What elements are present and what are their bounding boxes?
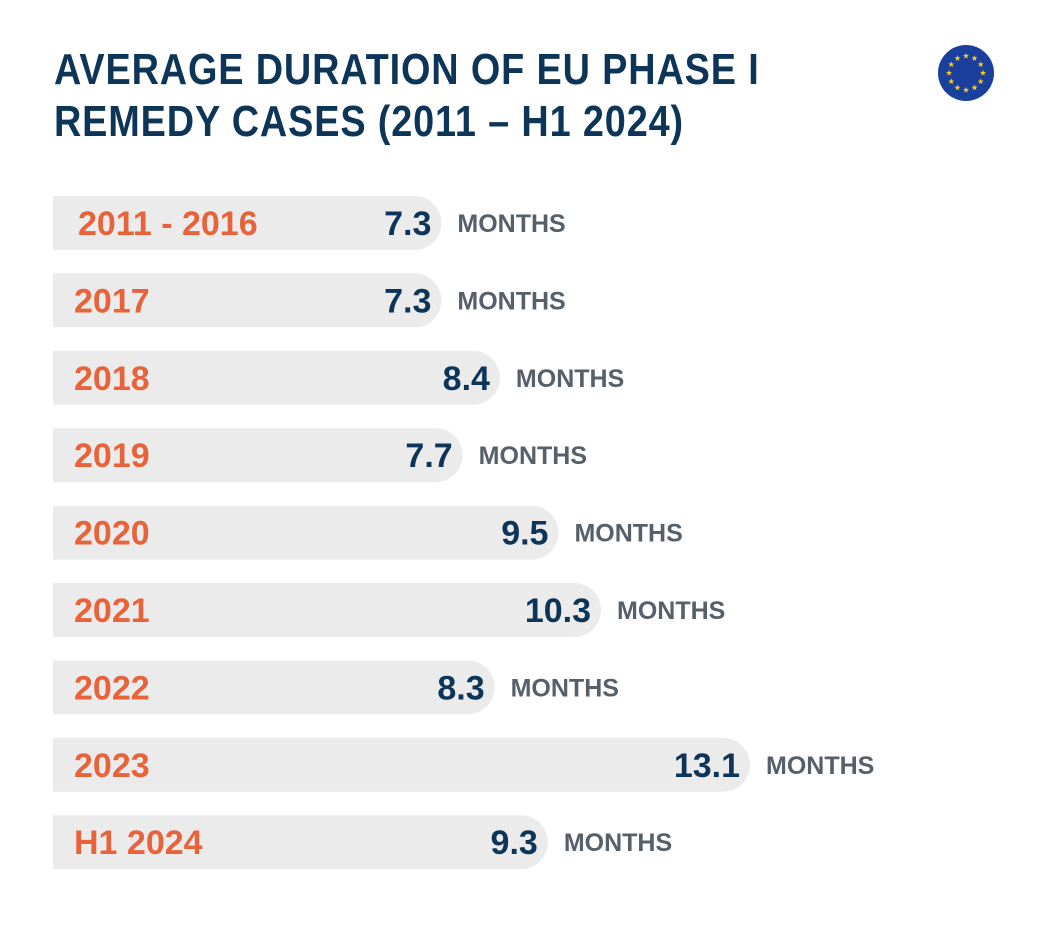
value-label: 7.7	[405, 437, 452, 475]
bar-row: H1 2024 9.3 MONTHS	[53, 815, 672, 870]
unit-label: MONTHS	[479, 442, 587, 470]
category-label: 2019	[74, 437, 150, 475]
unit-label: MONTHS	[766, 752, 874, 780]
bar	[53, 505, 559, 560]
bar-row: 2017 7.3 MONTHS	[53, 273, 566, 328]
unit-label: MONTHS	[511, 674, 619, 702]
bar	[53, 660, 495, 715]
chart-title-line-1: AVERAGE DURATION OF EU PHASE I	[54, 45, 760, 94]
category-label: 2020	[74, 515, 150, 553]
value-label: 10.3	[525, 592, 591, 630]
bar-row: 2020 9.5 MONTHS	[53, 505, 683, 560]
bar-row: 2022 8.3 MONTHS	[53, 660, 619, 715]
value-label: 7.3	[384, 205, 431, 243]
bar-row: 2019 7.7 MONTHS	[53, 428, 587, 483]
chart-title: AVERAGE DURATION OF EU PHASE I REMEDY CA…	[54, 44, 794, 148]
flag-star	[954, 55, 961, 61]
value-label: 9.5	[501, 515, 548, 553]
bar-row: 2011 - 2016 7.3 MONTHS	[53, 196, 566, 250]
flag-star	[971, 84, 978, 91]
bar	[53, 428, 463, 483]
category-label: 2017	[74, 282, 150, 320]
bar	[53, 273, 442, 328]
value-label: 8.3	[437, 669, 484, 707]
flag-star	[977, 78, 984, 85]
flag-star	[962, 52, 970, 59]
category-label: H1 2024	[74, 824, 203, 862]
bar	[53, 196, 442, 250]
flag-star	[945, 69, 953, 76]
flag-star	[948, 78, 955, 85]
category-label: 2022	[74, 669, 150, 707]
flag-star	[948, 61, 955, 68]
unit-label: MONTHS	[516, 365, 624, 393]
category-label: 2011 - 2016	[78, 205, 258, 243]
category-label: 2021	[74, 592, 150, 630]
bar-row: 2018 8.4 MONTHS	[53, 350, 624, 405]
unit-label: MONTHS	[574, 520, 682, 548]
flag-star	[977, 61, 984, 68]
flag-star	[962, 86, 970, 93]
value-label: 13.1	[674, 747, 740, 785]
bar-row: 2023 13.1 MONTHS	[53, 737, 874, 792]
unit-label: MONTHS	[617, 597, 725, 625]
category-label: 2023	[74, 747, 150, 785]
bar	[53, 350, 500, 405]
bar	[53, 583, 602, 637]
value-label: 7.3	[384, 282, 431, 320]
flag-star	[954, 84, 961, 91]
value-label: 9.3	[491, 824, 538, 862]
bar	[53, 737, 750, 792]
category-label: 2018	[74, 360, 150, 398]
chart-title-line-2: REMEDY CASES (2011 – H1 2024)	[54, 97, 684, 146]
value-label: 8.4	[443, 360, 490, 398]
unit-label: MONTHS	[564, 829, 672, 857]
unit-label: MONTHS	[457, 210, 565, 238]
eu-flag-icon	[938, 45, 994, 101]
flag-star	[979, 69, 987, 76]
bar-row: 2021 10.3 MONTHS	[53, 583, 725, 637]
unit-label: MONTHS	[457, 287, 565, 315]
flag-star	[971, 55, 978, 61]
bar	[53, 815, 548, 870]
